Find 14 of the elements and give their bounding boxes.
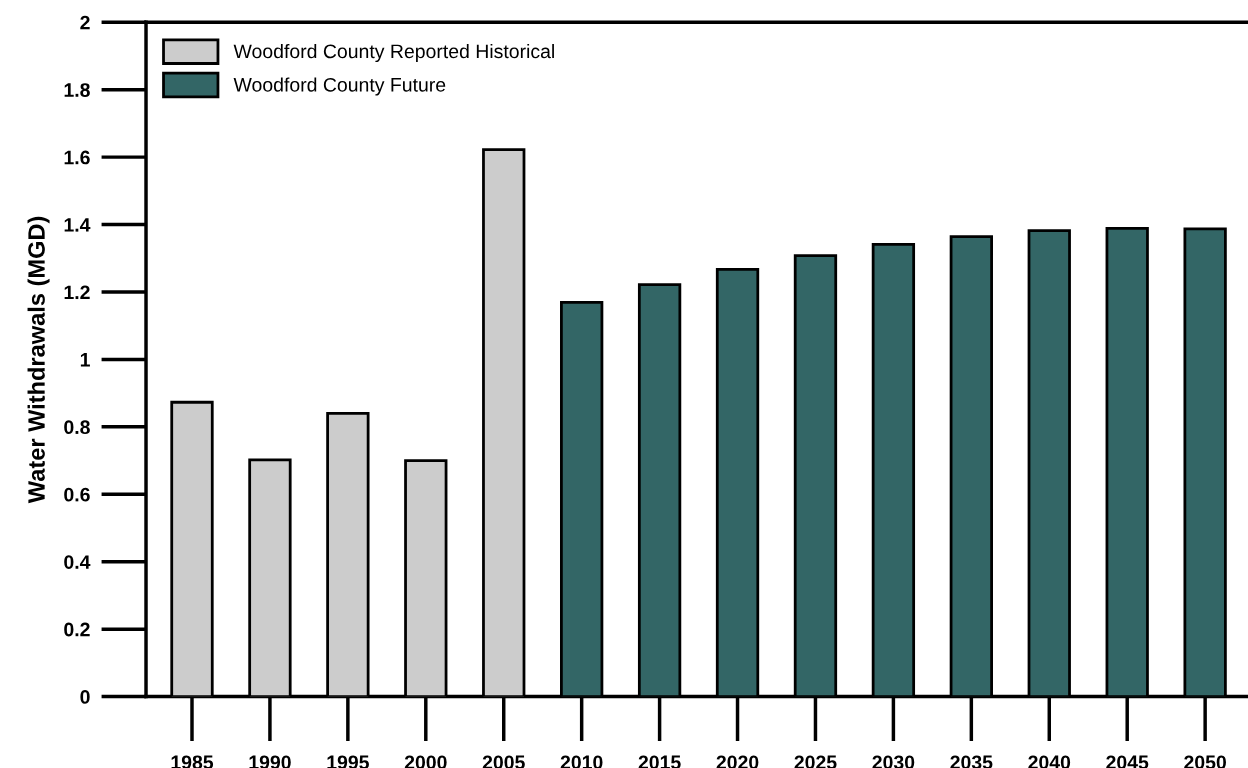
y-tick-label: 0.6 [64, 487, 90, 502]
y-tick-label: 0 [80, 690, 90, 704]
y-tick-label: 1 [80, 353, 90, 367]
y-tick-label: 1.2 [64, 285, 90, 300]
y-tick-label: 0.8 [64, 420, 90, 435]
y-tick-label: 0.4 [64, 555, 91, 569]
y-tick-label: 2 [80, 15, 90, 30]
y-tick-label: 1.6 [64, 150, 90, 165]
y-axis-title: Water Withdrawals (MGD) [27, 216, 50, 504]
y-tick-label: 1.4 [64, 218, 91, 232]
legend-label: Woodford County Future [233, 77, 446, 96]
y-tick-label: 1.8 [64, 83, 90, 97]
legend-label: Woodford County Reported Historical [233, 43, 554, 63]
y-tick-label: 0.2 [64, 622, 90, 637]
